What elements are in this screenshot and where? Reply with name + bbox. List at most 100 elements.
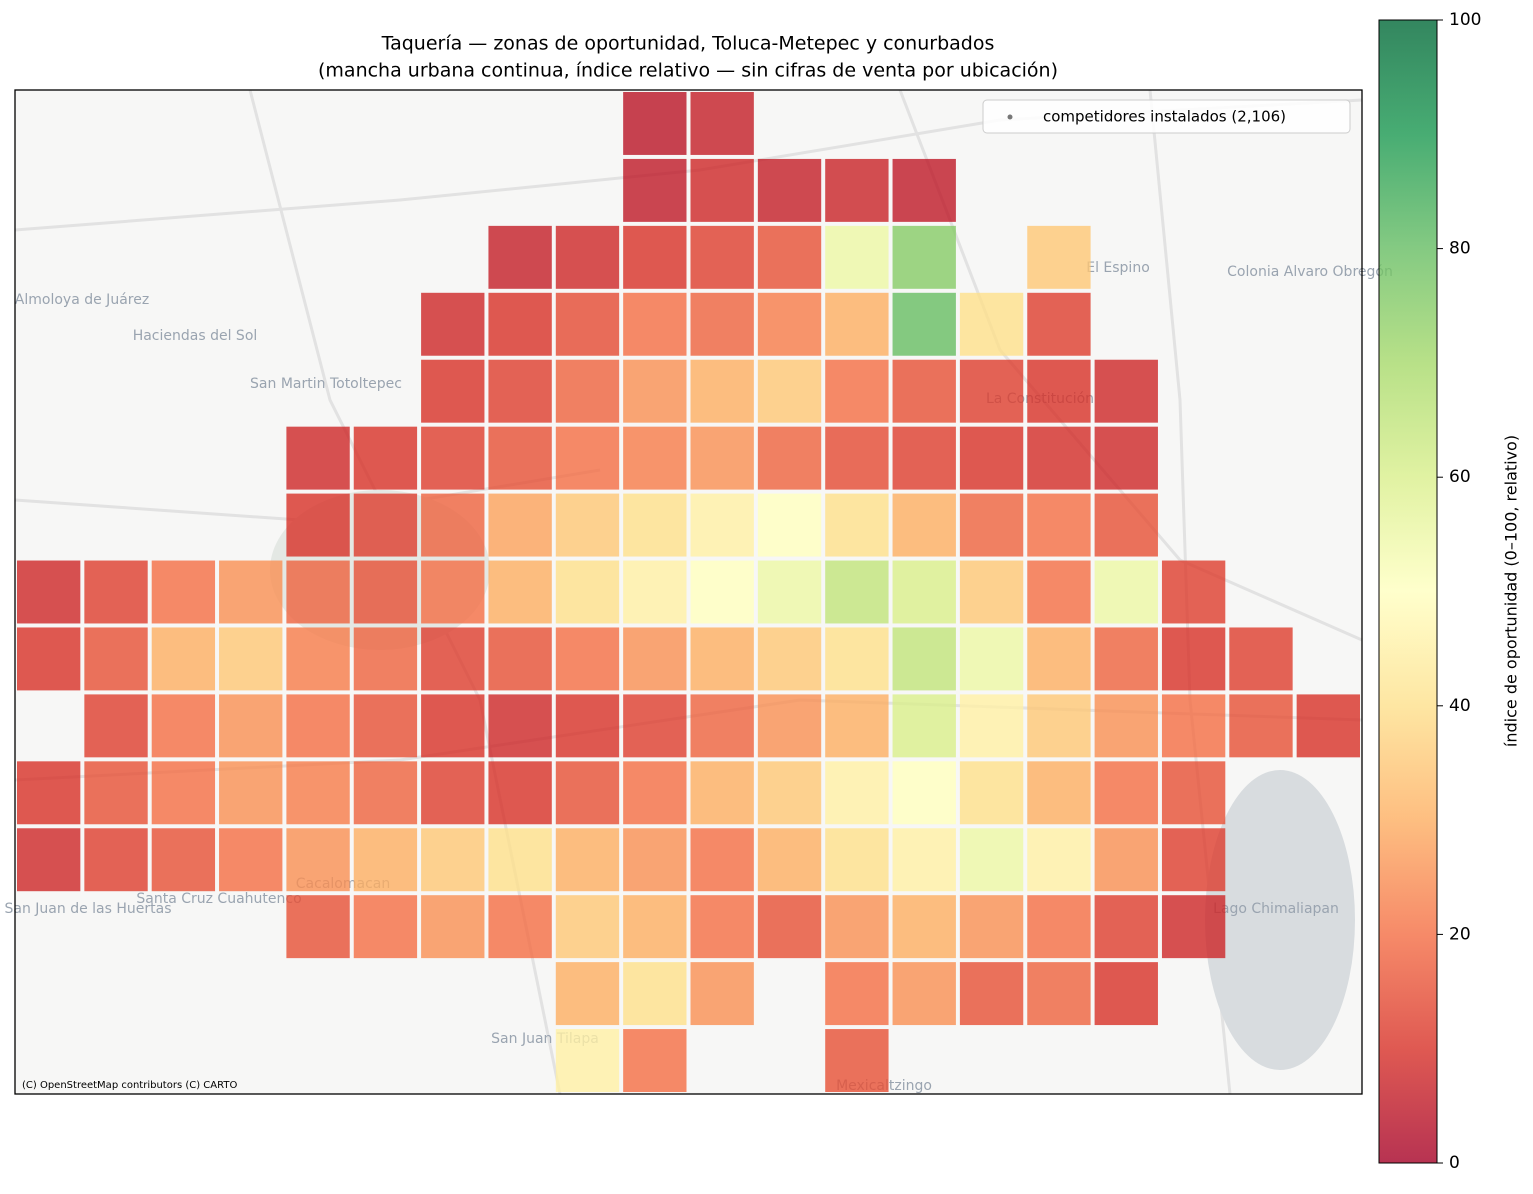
grid-cell <box>1296 694 1360 758</box>
grid-cell <box>353 694 418 758</box>
grid-cell <box>825 895 889 959</box>
grid-cell <box>488 493 552 557</box>
grid-cell <box>17 627 81 691</box>
grid-cell <box>353 560 418 624</box>
colorbar-label: índice de oportunidad (0–100, relativo) <box>1502 435 1521 747</box>
grid-cell <box>1094 694 1158 758</box>
grid-cell <box>555 895 620 959</box>
grid-cell <box>488 627 552 691</box>
grid-cell <box>623 761 687 825</box>
grid-cell <box>892 359 956 423</box>
grid-cell <box>84 627 148 691</box>
grid-cell <box>892 627 956 691</box>
grid-cell <box>1027 359 1091 423</box>
grid-cell <box>892 225 956 289</box>
chart-title: Taquería — zonas de oportunidad, Toluca-… <box>381 33 995 55</box>
place-label: San Martin Totoltepec <box>250 376 402 392</box>
grid-cell <box>555 225 620 289</box>
grid-cell <box>690 426 754 490</box>
grid-cell <box>959 895 1024 959</box>
grid-cell <box>555 493 620 557</box>
grid-cell <box>17 828 81 892</box>
grid-cell <box>825 359 889 423</box>
grid-cell <box>555 694 620 758</box>
grid-cell <box>1094 560 1158 624</box>
grid-cell <box>892 895 956 959</box>
grid-cell <box>1027 828 1091 892</box>
grid-cell <box>690 560 754 624</box>
grid-cell <box>623 225 687 289</box>
grid-cell <box>757 895 822 959</box>
chart-subtitle: (mancha urbana continua, índice relativo… <box>318 60 1058 82</box>
grid-cell <box>757 292 822 356</box>
grid-cell <box>959 694 1024 758</box>
grid-cell <box>959 359 1024 423</box>
grid-cell <box>555 761 620 825</box>
grid-cell <box>1094 761 1158 825</box>
grid-cell <box>353 426 418 490</box>
grid-cell <box>421 493 485 557</box>
grid-cell <box>286 895 350 959</box>
grid-cell <box>959 627 1024 691</box>
place-label: Almoloya de Juárez <box>15 292 149 308</box>
grid-cell <box>1161 761 1226 825</box>
grid-cell <box>623 627 687 691</box>
grid-cell <box>1094 828 1158 892</box>
grid-cell <box>1161 828 1226 892</box>
grid-cell <box>623 493 687 557</box>
grid-cell <box>825 694 889 758</box>
colorbar-tick-label: 100 <box>1449 10 1481 30</box>
colorbar-tick-label: 20 <box>1449 924 1471 944</box>
grid-cell <box>286 493 350 557</box>
grid-cell <box>353 627 418 691</box>
grid-cell <box>353 761 418 825</box>
grid-cell <box>623 158 687 222</box>
grid-cell <box>623 1029 687 1092</box>
grid-cell <box>892 761 956 825</box>
grid-cell <box>825 1029 889 1092</box>
grid-cell <box>690 828 754 892</box>
grid-cell <box>892 560 956 624</box>
grid-cell <box>690 359 754 423</box>
grid-cell <box>623 292 687 356</box>
grid-cell <box>959 761 1024 825</box>
grid-cell <box>84 828 148 892</box>
grid-cell <box>421 560 485 624</box>
grid-cell <box>151 627 216 691</box>
grid-cell <box>1094 895 1158 959</box>
grid-cell <box>825 158 889 222</box>
place-label: El Espino <box>1086 260 1150 276</box>
grid-cell <box>488 828 552 892</box>
grid-cell <box>151 828 216 892</box>
grid-cell <box>421 828 485 892</box>
grid-cell <box>488 694 552 758</box>
grid-cell <box>1229 694 1293 758</box>
grid-cell <box>623 962 687 1026</box>
grid-cell <box>892 828 956 892</box>
grid-cell <box>757 225 822 289</box>
grid-cell <box>825 560 889 624</box>
grid-cell <box>555 426 620 490</box>
grid-cell <box>1094 359 1158 423</box>
grid-cell <box>892 962 956 1026</box>
grid-cell <box>959 962 1024 1026</box>
grid-cell <box>690 694 754 758</box>
grid-cell <box>1027 493 1091 557</box>
grid-cell <box>892 426 956 490</box>
colorbar-tick-label: 40 <box>1449 696 1471 716</box>
grid-cell <box>757 761 822 825</box>
grid-cell <box>623 828 687 892</box>
grid-cell <box>488 225 552 289</box>
grid-cell <box>84 560 148 624</box>
grid-cell <box>690 962 754 1026</box>
grid-cell <box>286 694 350 758</box>
grid-cell <box>219 627 283 691</box>
grid-cell <box>151 694 216 758</box>
grid-cell <box>1027 560 1091 624</box>
grid-cell <box>690 761 754 825</box>
grid-cell <box>1161 560 1226 624</box>
grid-cell <box>757 359 822 423</box>
grid-cell <box>1094 426 1158 490</box>
grid-cell <box>825 962 889 1026</box>
